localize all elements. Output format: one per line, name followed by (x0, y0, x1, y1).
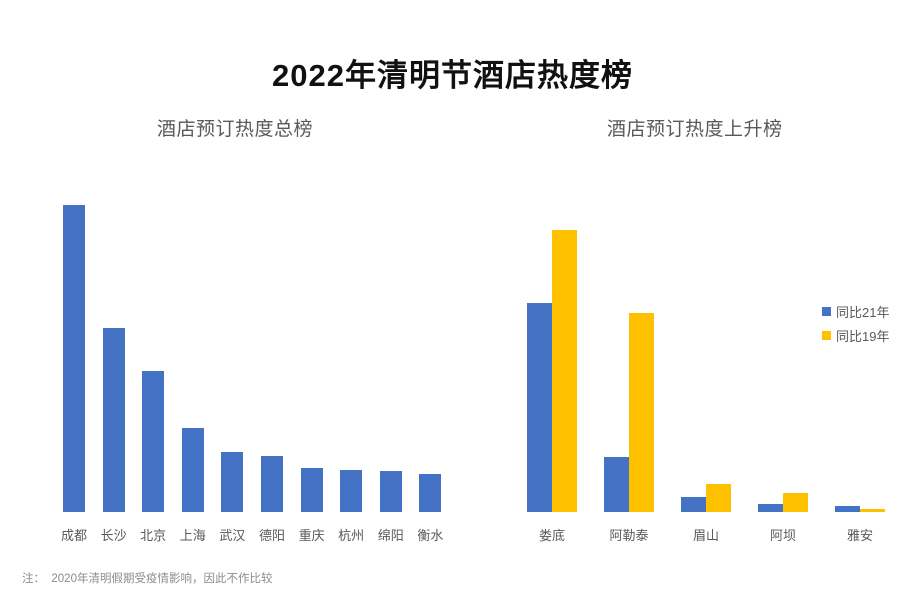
left-bar-6 (300, 467, 323, 512)
right-bar-4-series-0 (835, 506, 860, 512)
left-x-label-9: 衡水 (417, 528, 444, 543)
left-bar-2 (142, 370, 165, 512)
right-bar-2-series-1 (706, 483, 731, 512)
left-x-label-7: 杭州 (338, 528, 365, 543)
left-x-label-2: 北京 (140, 528, 167, 543)
left-bar-1 (102, 327, 125, 512)
left-x-label-6: 重庆 (298, 528, 325, 543)
right-chart-title: 酒店预订热度上升榜 (607, 119, 783, 140)
right-bar-0-series-0 (527, 303, 552, 512)
right-bar-0-series-1 (552, 230, 577, 512)
left-bar-3 (181, 427, 204, 512)
footnote: 注： 2020年清明假期受疫情影响，因此不作比较 (22, 573, 273, 585)
legend-label-yoy19: 同比19年 (836, 328, 890, 344)
left-bar-9 (419, 474, 442, 512)
legend-marker-gold-icon (822, 330, 831, 340)
left-bar-4 (221, 451, 244, 512)
right-x-label-4: 雅安 (846, 528, 873, 543)
left-chart-plot (63, 205, 459, 512)
legend-item-yoy19: 同比19年 (822, 323, 889, 347)
right-bar-2-series-0 (681, 497, 706, 512)
right-x-label-3: 阿坝 (769, 528, 796, 543)
right-x-label-1: 阿勒泰 (609, 528, 649, 543)
right-chart-axis-labels: 娄底 阿勒泰 眉山 阿坝 雅安 (527, 525, 887, 543)
legend-marker-blue-icon (822, 306, 831, 316)
left-x-label-8: 绵阳 (377, 528, 404, 543)
right-x-label-0: 娄底 (538, 528, 565, 543)
legend-item-yoy21: 同比21年 (822, 299, 889, 323)
right-x-label-2: 眉山 (692, 528, 719, 543)
legend: 同比21年 同比19年 (822, 299, 889, 347)
left-chart-axis-labels: 成都 长沙 北京 上海 武汉 德阳 重庆 杭州 绵阳 衡水 (61, 525, 459, 543)
left-bar-0 (63, 205, 85, 512)
right-bar-1-series-0 (604, 457, 629, 512)
right-bar-4-series-1 (860, 509, 885, 512)
left-x-label-5: 德阳 (258, 528, 285, 543)
left-bar-5 (261, 456, 283, 512)
right-bar-3-series-0 (758, 504, 783, 512)
right-bar-1-series-1 (629, 313, 654, 512)
left-x-label-3: 上海 (179, 528, 206, 543)
right-bar-3-series-1 (783, 492, 808, 512)
left-x-label-1: 长沙 (100, 528, 127, 543)
left-x-label-0: 成都 (60, 528, 87, 543)
legend-label-yoy21: 同比21年 (836, 304, 890, 320)
left-chart-title: 酒店预订热度总榜 (157, 119, 314, 140)
left-bar-8 (379, 470, 402, 512)
left-bar-7 (340, 469, 363, 512)
right-chart-plot (527, 205, 887, 512)
page-title: 2022年清明节酒店热度榜 (272, 58, 633, 93)
left-x-label-4: 武汉 (219, 528, 246, 543)
